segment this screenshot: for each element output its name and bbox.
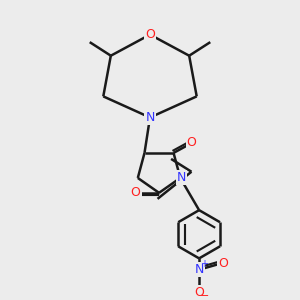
Text: O: O (131, 186, 141, 199)
Text: O: O (187, 136, 196, 149)
Text: +: + (200, 260, 208, 269)
Text: N: N (194, 263, 204, 276)
Text: N: N (177, 172, 187, 184)
Text: O: O (218, 257, 228, 270)
Text: N: N (145, 111, 155, 124)
Text: −: − (200, 291, 209, 300)
Text: O: O (194, 286, 204, 299)
Text: O: O (145, 28, 155, 41)
